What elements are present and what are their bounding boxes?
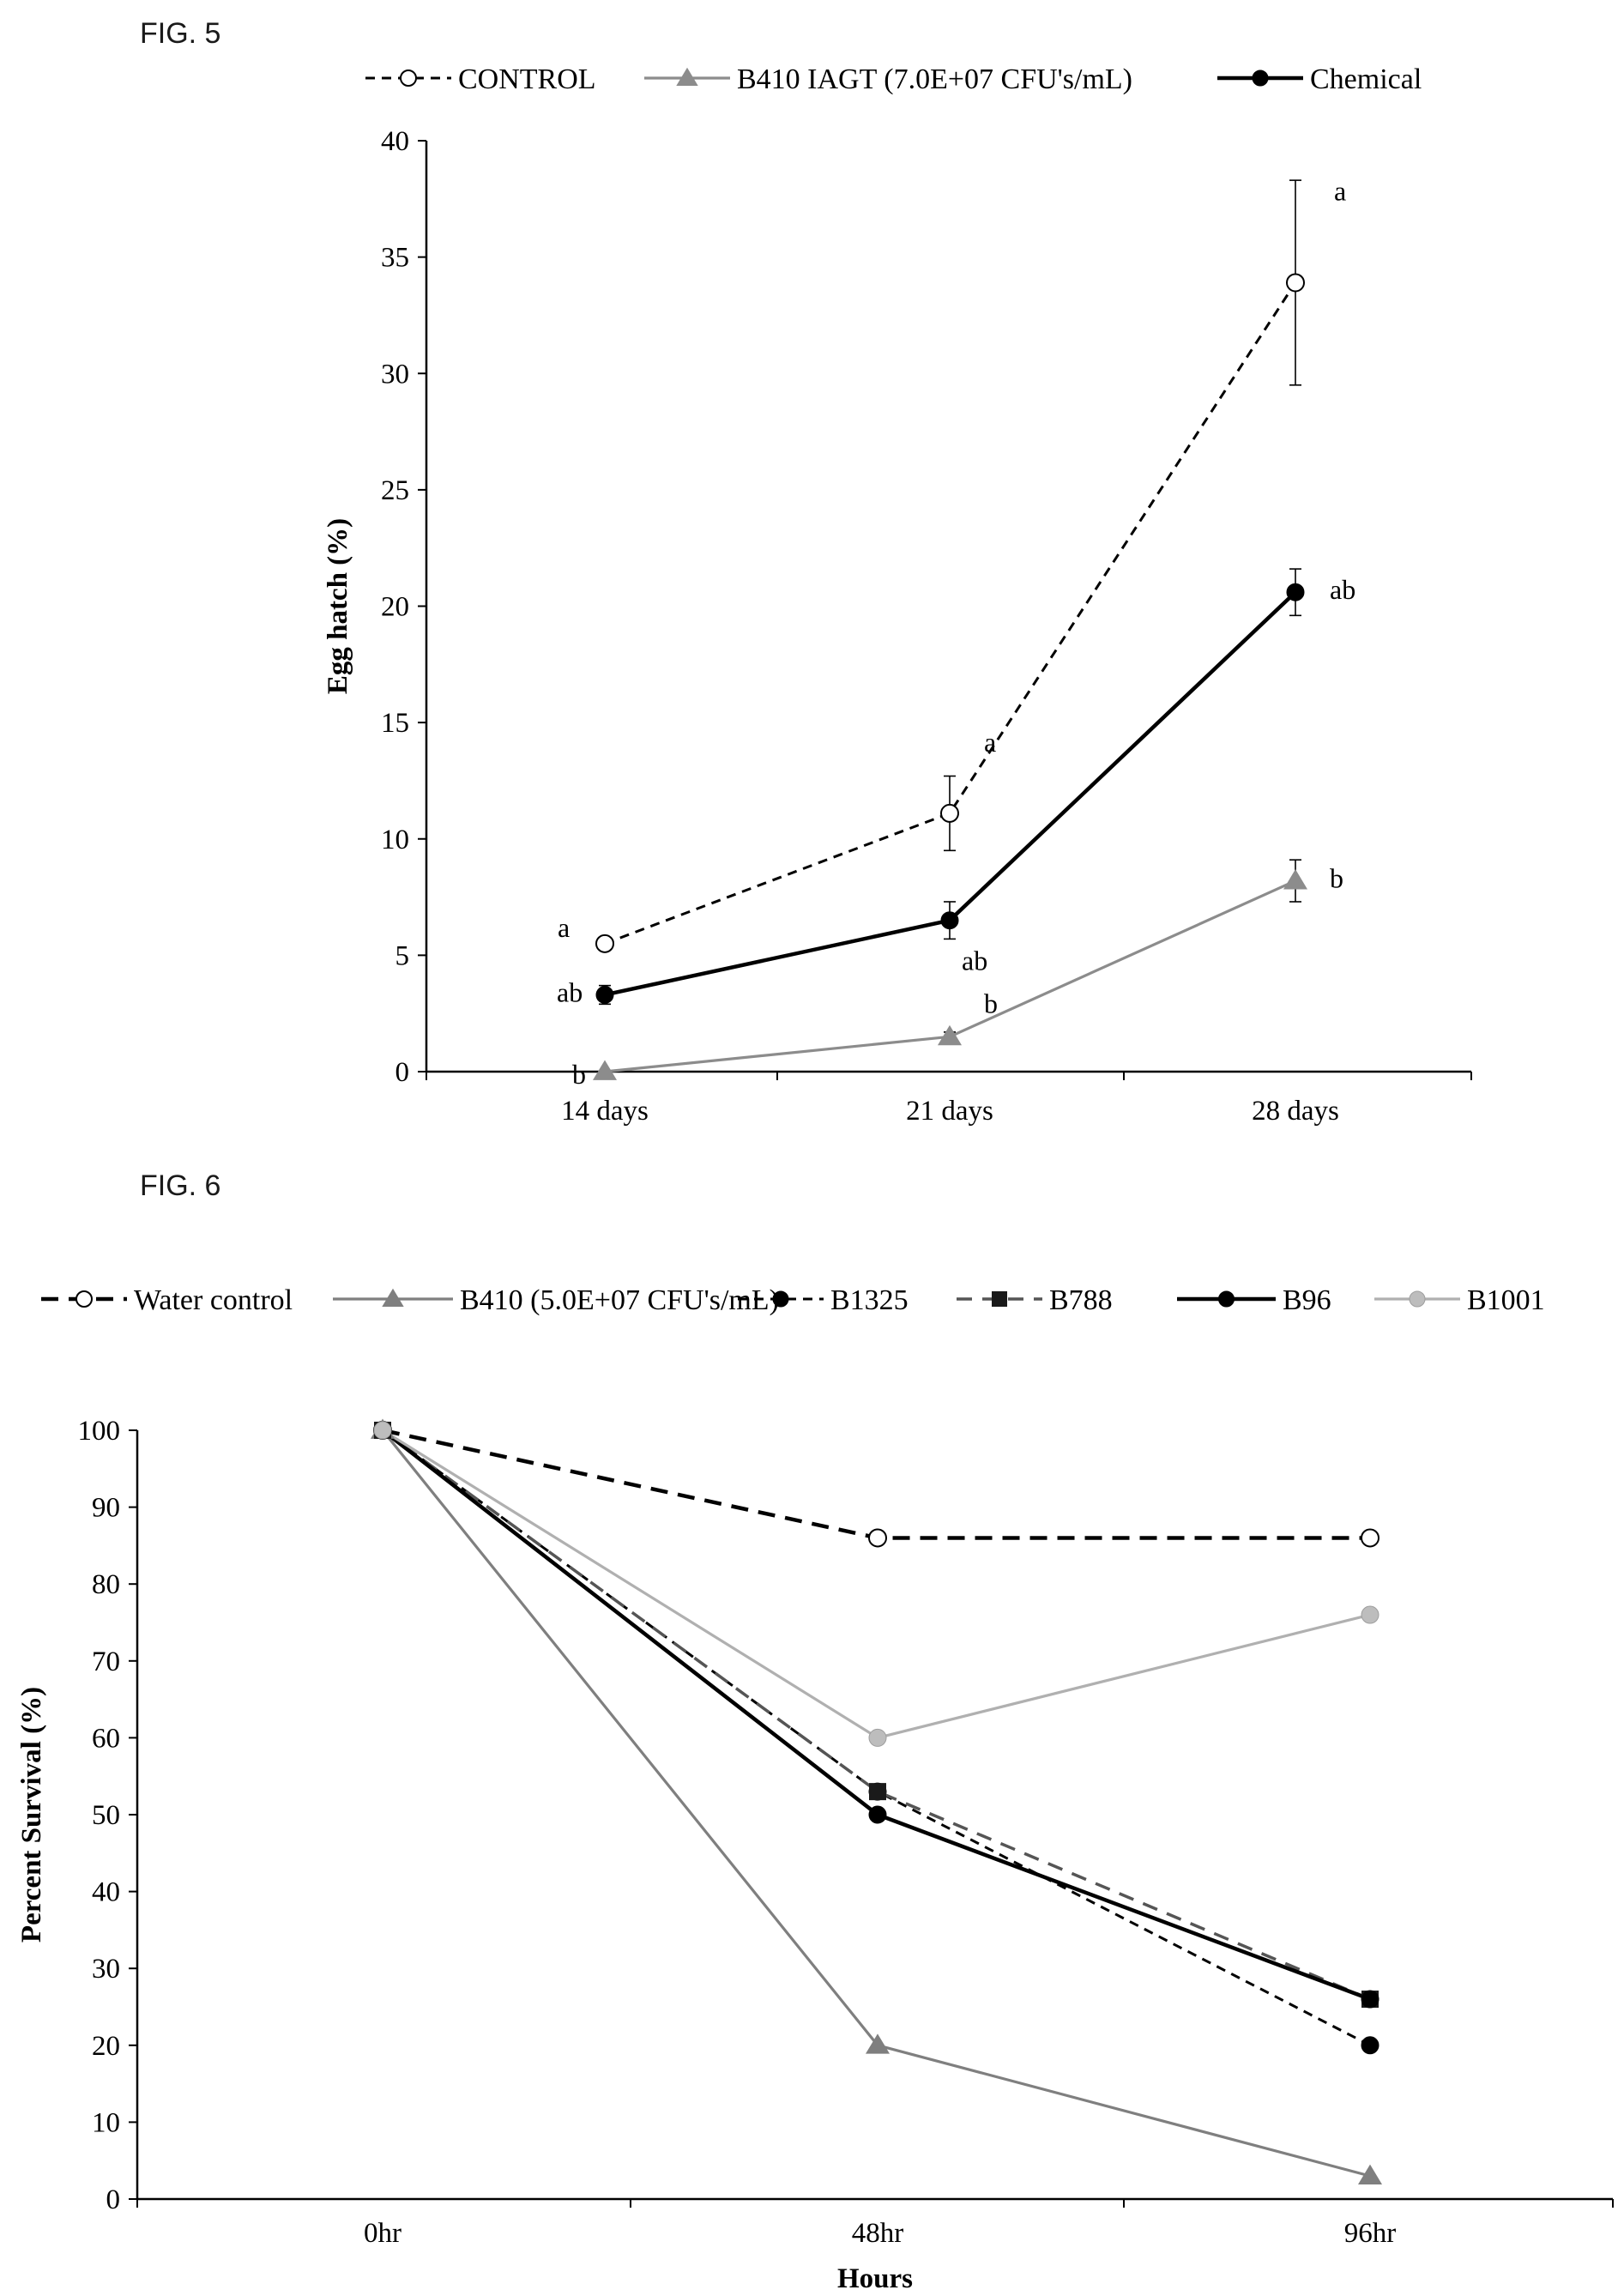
y-tick-label: 60: [92, 1723, 120, 1754]
data-point: [1286, 583, 1305, 601]
data-point: [940, 911, 959, 930]
y-tick-label: 25: [381, 475, 409, 506]
x-axis-title: Hours: [837, 2263, 913, 2294]
x-tick-label: 96hr: [1344, 2218, 1397, 2249]
y-tick-label: 0: [395, 1057, 410, 1088]
y-tick-label: 40: [381, 126, 409, 157]
y-tick-label: 5: [395, 940, 410, 971]
data-point: [1361, 1528, 1379, 1548]
fig6-chart: 0 10 20 30 40 50 60 70 80 90 100 0hr 48hr 96hr Percent…: [16, 1284, 1614, 2294]
data-point: [373, 1421, 392, 1440]
legend-label-fig6-0: Water control: [134, 1284, 293, 1316]
significance-label: b: [984, 988, 998, 1018]
legend-label-fig5-2: Chemical: [1310, 63, 1422, 95]
legend-label-fig6-4: B96: [1283, 1284, 1331, 1316]
data-point: [869, 1783, 886, 1801]
fig6-label: FIG. 6: [140, 1169, 220, 1202]
significance-label: b: [1330, 863, 1343, 894]
legend-marker-fig6-2: [772, 1290, 789, 1308]
y-axis-title: Percent Survival (%): [16, 1687, 47, 1943]
legend-label-fig5-0: CONTROL: [458, 63, 596, 95]
data-point: [595, 934, 614, 953]
x-tick-label: 14 days: [561, 1096, 649, 1127]
data-point: [868, 1805, 887, 1824]
significance-label: ab: [962, 946, 987, 976]
legend-marker-fig6-0: [75, 1290, 93, 1308]
series-line-fig6-4: [381, 1429, 1371, 2002]
legend-marker-fig5-1: [676, 67, 698, 86]
data-point: [1357, 2164, 1383, 2184]
series-line-fig5-0: [604, 281, 1297, 946]
significance-label: ab: [557, 976, 583, 1007]
data-point: [865, 2033, 890, 2054]
y-tick-label: 80: [92, 1569, 120, 1600]
x-tick-label: 0hr: [364, 2218, 401, 2249]
legend-marker-fig6-3: [992, 1291, 1007, 1307]
x-tick-label: 21 days: [906, 1096, 993, 1127]
data-point: [1361, 2036, 1379, 2055]
legend-marker-fig5-0: [400, 69, 417, 87]
series-line-fig6-2: [382, 1429, 1371, 2047]
y-tick-label: 10: [92, 2107, 120, 2138]
y-tick-label: 0: [106, 2184, 121, 2215]
data-point: [1283, 869, 1308, 890]
x-tick-label: 28 days: [1252, 1096, 1339, 1127]
y-tick-label: 70: [92, 1646, 120, 1677]
y-tick-label: 20: [92, 2031, 120, 2062]
data-point: [595, 985, 614, 1004]
legend-label-fig6-1: B410 (5.0E+07 CFU's/mL): [460, 1284, 779, 1316]
y-tick-label: 15: [381, 708, 409, 739]
significance-label: b: [572, 1059, 586, 1090]
legend-label-fig6-2: B1325: [830, 1284, 909, 1316]
series-line-fig6-5: [382, 1429, 1371, 1740]
y-tick-label: 40: [92, 1877, 120, 1908]
y-tick-label: 30: [381, 359, 409, 390]
legend-label-fig6-5: B1001: [1467, 1284, 1545, 1316]
y-axis-title: Egg hatch (%): [323, 518, 353, 694]
legend-marker-fig5-2: [1252, 69, 1269, 87]
fig5-chart: 0 5 10 15 20 25 30 35 40 14 days 21 days 28 days Egg…: [323, 63, 1472, 1127]
y-tick-label: 100: [78, 1416, 121, 1447]
y-tick-label: 35: [381, 243, 409, 274]
y-tick-label: 90: [92, 1493, 120, 1524]
data-point: [868, 1528, 887, 1548]
significance-label: a: [1334, 175, 1346, 206]
legend-marker-fig6-4: [1218, 1290, 1235, 1308]
legend-marker-fig6-1: [382, 1288, 404, 1307]
data-point: [592, 1060, 618, 1080]
legend-label-fig6-3: B788: [1049, 1284, 1113, 1316]
x-tick-label: 48hr: [852, 2218, 904, 2249]
fig5-label: FIG. 5: [140, 17, 220, 50]
legend-label-fig5-1: B410 IAGT (7.0E+07 CFU's/mL): [737, 63, 1132, 95]
data-point: [1361, 1605, 1379, 1624]
data-point: [868, 1728, 887, 1747]
significance-label: a: [984, 727, 996, 758]
y-tick-label: 20: [381, 592, 409, 623]
significance-label: ab: [1330, 574, 1355, 605]
y-tick-label: 30: [92, 1954, 120, 1985]
series-line-fig6-3: [381, 1429, 1371, 2001]
data-point: [1286, 273, 1305, 293]
data-point: [937, 1024, 963, 1046]
data-point: [1361, 1990, 1379, 2009]
y-tick-label: 50: [92, 1800, 120, 1831]
significance-label: a: [558, 912, 570, 943]
y-tick-label: 10: [381, 825, 409, 855]
data-point: [940, 803, 959, 823]
legend-marker-fig6-5: [1409, 1290, 1426, 1308]
